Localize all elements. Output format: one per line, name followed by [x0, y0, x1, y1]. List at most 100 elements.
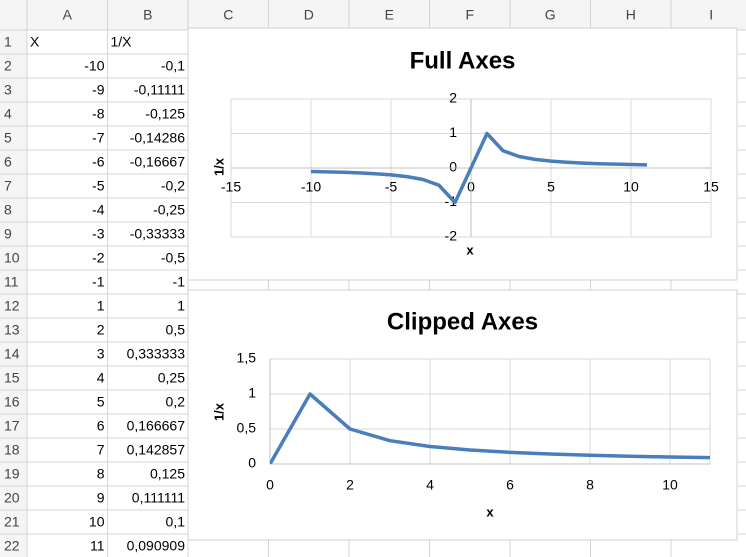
row-header[interactable]: 18 — [4, 442, 20, 458]
y-tick-label: 2 — [449, 90, 457, 106]
row-header[interactable]: 15 — [4, 370, 20, 386]
cell[interactable]: -0,11111 — [134, 82, 185, 98]
cell[interactable]: -4 — [92, 202, 105, 218]
y-tick-label: 1,5 — [237, 350, 257, 366]
cell[interactable]: X — [30, 34, 40, 50]
x-axis-title: x — [486, 504, 494, 519]
cell[interactable]: -0,33333 — [130, 226, 185, 242]
cell[interactable]: -1 — [173, 274, 186, 290]
row-header[interactable]: 5 — [4, 130, 12, 146]
cell[interactable]: 0,142857 — [127, 442, 186, 458]
cell[interactable]: 9 — [97, 490, 105, 506]
cell[interactable]: -0,125 — [145, 106, 185, 122]
cell[interactable]: -9 — [92, 82, 105, 98]
chart-area[interactable] — [187, 289, 738, 541]
x-tick-label: 15 — [703, 179, 719, 195]
column-header[interactable]: C — [223, 7, 233, 23]
cell[interactable]: 0,125 — [150, 466, 185, 482]
row-header-bar — [0, 0, 27, 557]
cell[interactable]: 0,5 — [166, 322, 186, 338]
cell[interactable]: 1/X — [111, 34, 133, 50]
column-header[interactable]: A — [63, 7, 73, 23]
cell[interactable]: -3 — [92, 226, 105, 242]
cell[interactable]: 10 — [89, 514, 105, 530]
cell[interactable]: 1 — [97, 298, 105, 314]
cell[interactable]: -0,16667 — [130, 154, 185, 170]
chart-title: Clipped Axes — [387, 308, 538, 335]
cell[interactable]: 4 — [97, 370, 105, 386]
cell[interactable]: -8 — [92, 106, 105, 122]
x-tick-label: 8 — [586, 477, 594, 493]
cell[interactable]: 0,25 — [158, 370, 185, 386]
row-header[interactable]: 21 — [4, 514, 20, 530]
column-header[interactable]: F — [465, 7, 474, 23]
cell[interactable]: 0,1 — [166, 514, 186, 530]
x-tick-label: 0 — [266, 477, 274, 493]
row-header[interactable]: 3 — [4, 82, 12, 98]
row-header[interactable]: 9 — [4, 226, 12, 242]
cell[interactable]: -10 — [84, 58, 104, 74]
y-axis-title: 1/x — [211, 157, 226, 176]
row-header[interactable]: 1 — [4, 34, 12, 50]
row-header[interactable]: 13 — [4, 322, 20, 338]
row-header[interactable]: 2 — [4, 58, 12, 74]
cell[interactable]: 3 — [97, 346, 105, 362]
cell[interactable]: -2 — [92, 250, 105, 266]
cell[interactable]: 6 — [97, 418, 105, 434]
row-header[interactable]: 4 — [4, 106, 12, 122]
y-tick-label: 0 — [449, 159, 457, 175]
cell[interactable]: 1 — [177, 298, 185, 314]
row-header[interactable]: 20 — [4, 490, 20, 506]
cell[interactable]: -0,2 — [161, 178, 185, 194]
row-header[interactable]: 12 — [4, 298, 20, 314]
cell[interactable]: 0,090909 — [127, 538, 186, 554]
cell[interactable]: -0,25 — [153, 202, 185, 218]
chart-title: Full Axes — [410, 47, 516, 74]
cell[interactable]: -5 — [92, 178, 105, 194]
series-line — [270, 392, 710, 464]
column-header[interactable]: B — [143, 7, 152, 23]
cell[interactable]: 11 — [90, 538, 105, 554]
column-header[interactable]: D — [304, 7, 314, 23]
cell[interactable]: -0,1 — [161, 58, 185, 74]
chart-area[interactable] — [187, 27, 738, 281]
cell[interactable]: -0,14286 — [130, 130, 185, 146]
row-header[interactable]: 16 — [4, 394, 20, 410]
column-header[interactable]: G — [545, 7, 556, 23]
x-tick-label: -5 — [385, 179, 398, 195]
row-header[interactable]: 8 — [4, 202, 12, 218]
column-header[interactable]: I — [709, 7, 713, 23]
row-header[interactable]: 17 — [4, 418, 20, 434]
column-header[interactable]: E — [385, 7, 394, 23]
row-header[interactable]: 22 — [4, 538, 20, 554]
cell[interactable]: 2 — [97, 322, 105, 338]
x-tick-label: 6 — [506, 477, 514, 493]
x-tick-label: 2 — [346, 477, 354, 493]
cell[interactable]: -7 — [92, 130, 105, 146]
row-header[interactable]: 19 — [4, 466, 20, 482]
y-tick-label: 1 — [248, 385, 256, 401]
cell[interactable]: -0,5 — [161, 250, 185, 266]
row-header[interactable]: 10 — [4, 250, 20, 266]
column-header[interactable]: H — [626, 7, 636, 23]
cell[interactable]: 0,111111 — [132, 490, 185, 506]
row-header[interactable]: 7 — [4, 178, 12, 194]
cell[interactable]: 7 — [97, 442, 105, 458]
y-tick-label: 1 — [449, 124, 457, 140]
cell[interactable]: -1 — [92, 274, 105, 290]
row-header[interactable]: 6 — [4, 154, 12, 170]
x-tick-label: 10 — [623, 179, 639, 195]
cell[interactable]: 0,166667 — [127, 418, 186, 434]
y-axis-title: 1/x — [211, 402, 226, 421]
series-line — [310, 131, 648, 205]
cell[interactable]: 8 — [97, 466, 105, 482]
row-header[interactable]: 11 — [4, 274, 19, 290]
cell[interactable]: -6 — [92, 154, 105, 170]
x-tick-label: 5 — [547, 179, 555, 195]
x-axis-title: x — [466, 242, 474, 257]
cell[interactable]: 0,2 — [166, 394, 186, 410]
y-tick-label: -2 — [445, 228, 458, 244]
cell[interactable]: 0,333333 — [127, 346, 186, 362]
row-header[interactable]: 14 — [4, 346, 20, 362]
cell[interactable]: 5 — [97, 394, 105, 410]
